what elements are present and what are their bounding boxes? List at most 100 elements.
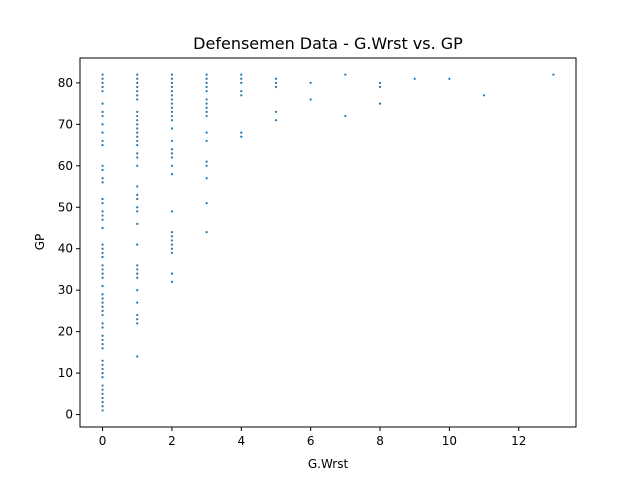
y-tick-label: 40 <box>58 242 73 256</box>
data-point <box>205 102 208 105</box>
data-point <box>101 313 104 317</box>
data-point <box>101 264 104 267</box>
data-point <box>101 297 104 300</box>
data-point <box>274 77 278 80</box>
data-point <box>170 77 174 80</box>
data-point <box>101 73 104 76</box>
data-point <box>170 90 174 93</box>
data-point <box>101 363 104 366</box>
data-point <box>344 114 347 118</box>
data-point <box>101 81 104 84</box>
y-tick-label: 30 <box>58 283 73 297</box>
data-point <box>136 206 139 209</box>
data-point <box>101 376 104 379</box>
data-point <box>274 119 278 122</box>
data-point <box>101 164 104 167</box>
data-point <box>205 164 208 167</box>
y-axis-label: GP <box>33 234 47 251</box>
y-tick-label: 60 <box>58 159 73 173</box>
data-point <box>101 276 104 279</box>
data-point <box>101 214 104 217</box>
plot-frame <box>79 57 577 428</box>
data-point <box>136 272 139 275</box>
data-point <box>101 334 104 337</box>
data-point <box>205 77 208 80</box>
data-point <box>101 322 104 325</box>
data-point <box>170 152 174 155</box>
data-point <box>170 81 174 84</box>
data-point <box>170 94 174 97</box>
y-tick-label: 20 <box>58 325 73 339</box>
data-point <box>101 384 104 387</box>
y-tick-label: 70 <box>58 117 73 131</box>
y-tick-label: 10 <box>58 366 73 380</box>
data-point <box>101 251 104 254</box>
data-point <box>170 148 174 151</box>
x-tick-label: 4 <box>237 434 245 448</box>
data-point <box>136 322 139 325</box>
data-point <box>136 193 139 196</box>
data-point <box>170 172 174 176</box>
data-point <box>205 85 208 89</box>
data-point <box>136 98 139 101</box>
data-point <box>136 127 139 130</box>
data-point <box>170 280 174 283</box>
data-point <box>205 106 208 109</box>
data-point <box>136 243 139 246</box>
data-point <box>170 73 174 76</box>
data-point <box>205 90 208 93</box>
data-point <box>101 243 104 246</box>
data-point <box>448 77 451 80</box>
data-point <box>101 293 104 296</box>
data-point <box>344 73 347 76</box>
data-point <box>101 392 104 395</box>
data-point <box>205 98 208 101</box>
data-point <box>170 98 174 101</box>
data-point <box>101 102 104 105</box>
x-tick-label: 10 <box>442 434 457 448</box>
data-point <box>136 268 139 271</box>
y-axis-ticks: 0 10 20 30 40 50 60 70 80 <box>58 76 80 422</box>
data-point <box>309 98 312 101</box>
data-point <box>205 202 208 205</box>
data-point <box>274 81 278 84</box>
data-point <box>205 231 208 234</box>
data-point <box>136 85 139 89</box>
data-point <box>136 185 139 188</box>
data-point <box>240 94 243 97</box>
data-point <box>205 177 208 180</box>
data-point <box>101 139 104 143</box>
data-point <box>136 94 139 97</box>
data-point <box>136 90 139 93</box>
x-tick-label: 8 <box>376 434 384 448</box>
data-point <box>101 405 104 408</box>
data-point <box>101 197 104 201</box>
data-point <box>136 139 139 143</box>
data-point <box>136 77 139 80</box>
x-tick-label: 0 <box>99 434 107 448</box>
data-point <box>136 313 139 317</box>
data-point <box>309 81 312 84</box>
data-point <box>136 301 139 304</box>
data-point <box>170 114 174 118</box>
data-point <box>101 359 104 362</box>
data-point <box>101 90 104 93</box>
data-point <box>136 110 139 113</box>
data-point <box>205 131 208 134</box>
data-point <box>101 247 104 250</box>
data-point <box>170 235 174 238</box>
data-point <box>101 177 104 180</box>
data-point <box>170 239 174 242</box>
data-point <box>136 318 139 321</box>
data-point <box>101 372 104 375</box>
data-point <box>101 143 104 147</box>
x-tick-label: 12 <box>511 434 526 448</box>
data-point <box>240 81 243 84</box>
data-point <box>170 102 174 105</box>
data-point <box>136 156 139 159</box>
data-point <box>101 110 104 113</box>
data-point <box>136 276 139 279</box>
data-point <box>170 210 174 213</box>
